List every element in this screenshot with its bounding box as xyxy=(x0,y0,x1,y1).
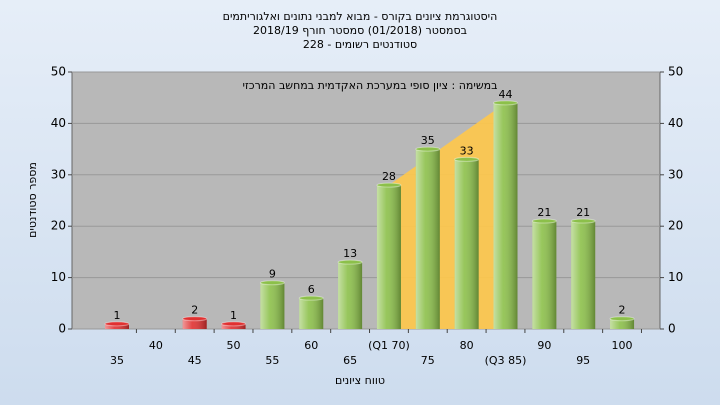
x-tick-label: 55 xyxy=(265,354,279,367)
bar-cap xyxy=(182,316,208,322)
bar-shade xyxy=(338,262,363,329)
y-tick-label: 40 xyxy=(51,116,66,130)
bar-cap xyxy=(104,321,130,327)
bar-shade xyxy=(299,298,324,329)
value-label: 33 xyxy=(460,144,474,157)
bar-cap xyxy=(531,218,557,224)
bar-cap xyxy=(376,182,402,188)
y2-tick-label: 30 xyxy=(668,167,683,181)
value-label: 21 xyxy=(576,206,590,219)
annotation: במשימה : ציון סופי במערכת האקדמית במחשב … xyxy=(243,79,498,92)
bar-cap xyxy=(609,316,635,322)
bar-shade xyxy=(415,149,440,329)
title-line: בסמסטר (01/2018) סמסטר חורף 2018/19 xyxy=(253,24,467,37)
x-tick-label: 95 xyxy=(576,354,590,367)
title-line: היסטוגרמת ציונים בקורס - מבוא למבני נתונ… xyxy=(223,10,498,23)
x-tick-label: 60 xyxy=(304,339,318,352)
value-label: 35 xyxy=(421,134,435,147)
x-tick-label: 50 xyxy=(227,339,241,352)
y-tick-label: 30 xyxy=(51,167,66,181)
value-label: 21 xyxy=(537,206,551,219)
x-tick-label: 45 xyxy=(188,354,202,367)
value-label: 2 xyxy=(619,304,626,317)
x-tick-label: 40 xyxy=(149,339,163,352)
y-tick-label: 0 xyxy=(58,322,66,336)
x-tick-label: 100 xyxy=(612,339,633,352)
value-label: 9 xyxy=(269,268,276,281)
y2-tick-label: 40 xyxy=(668,116,683,130)
y-axis-label: מספר סטודנטים xyxy=(26,162,39,238)
x-tick-label: 65 xyxy=(343,354,357,367)
bar-shade xyxy=(221,323,246,329)
y2-tick-label: 0 xyxy=(668,322,676,336)
x-tick-label: 75 xyxy=(421,354,435,367)
y2-tick-label: 10 xyxy=(668,270,683,284)
bar-shade xyxy=(105,323,129,329)
x-tick-label: (Q3 85) xyxy=(485,354,527,367)
value-label: 1 xyxy=(230,309,237,322)
bar-shade xyxy=(454,159,479,329)
x-tick-label: (Q1 70) xyxy=(368,339,410,352)
title-line: סטודנטים רשומים - 228 xyxy=(303,38,417,51)
y-tick-label: 50 xyxy=(51,65,66,79)
bar-cap xyxy=(221,321,247,327)
bar-cap xyxy=(454,156,480,162)
bar-cap xyxy=(493,100,518,106)
value-label: 13 xyxy=(343,247,357,260)
y-tick-label: 10 xyxy=(51,270,66,284)
y2-tick-label: 50 xyxy=(668,65,683,79)
value-label: 1 xyxy=(114,309,121,322)
value-label: 28 xyxy=(382,170,396,183)
y-tick-label: 20 xyxy=(51,219,66,233)
x-axis-label: טווח ציונים xyxy=(335,374,385,387)
bar-cap xyxy=(337,259,363,265)
y2-tick-label: 20 xyxy=(668,219,683,233)
value-label: 2 xyxy=(191,304,198,317)
value-label: 6 xyxy=(308,283,315,296)
bar-shade xyxy=(571,221,596,329)
x-tick-label: 80 xyxy=(460,339,474,352)
bar-shade xyxy=(610,318,635,329)
bar-cap xyxy=(570,218,596,224)
bar-shade xyxy=(532,221,557,329)
bar-shade xyxy=(493,102,518,329)
x-tick-label: 90 xyxy=(537,339,551,352)
plot-area xyxy=(71,71,661,330)
x-tick-label: 35 xyxy=(110,354,124,367)
bar-cap xyxy=(415,146,441,152)
bar-shade xyxy=(376,185,401,329)
bar-shade xyxy=(260,282,285,329)
bar-shade xyxy=(182,318,207,329)
bar-cap xyxy=(298,295,324,301)
value-label: 44 xyxy=(499,88,513,101)
bar-cap xyxy=(259,280,285,286)
